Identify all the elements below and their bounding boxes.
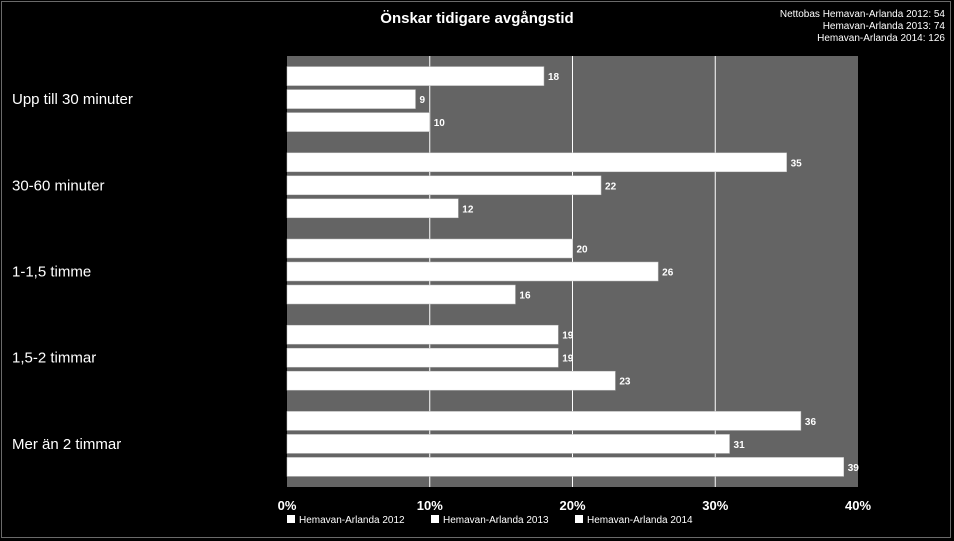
legend-swatch <box>575 515 583 523</box>
data-label: 18 <box>548 72 560 83</box>
bar <box>286 457 844 477</box>
data-label: 39 <box>848 463 860 474</box>
bar <box>286 284 516 305</box>
category-label: Mer än 2 timmar <box>12 436 121 453</box>
legend-label: Hemavan-Arlanda 2013 <box>443 515 549 526</box>
data-label: 35 <box>791 158 803 169</box>
category-label: 1-1,5 timme <box>12 264 91 281</box>
chart-title: Önskar tidigare avgångstid <box>380 10 574 27</box>
note-line: Nettobas Hemavan-Arlanda 2012: 54 <box>779 9 945 20</box>
bar <box>286 370 616 391</box>
sample-size-note: Nettobas Hemavan-Arlanda 2012: 54 Hemava… <box>780 9 945 45</box>
data-label: 26 <box>662 268 674 279</box>
x-tick-label: 20% <box>559 498 585 513</box>
bar <box>286 175 602 196</box>
data-label: 19 <box>562 354 574 365</box>
data-label: 12 <box>462 204 474 215</box>
data-label: 16 <box>519 291 531 302</box>
data-label: 23 <box>619 377 631 388</box>
data-label: 9 <box>419 95 425 106</box>
data-label: 20 <box>577 245 589 256</box>
legend-label: Hemavan-Arlanda 2012 <box>299 515 405 526</box>
bar <box>286 198 459 219</box>
x-tick-label: 0% <box>278 498 297 513</box>
data-label: 31 <box>734 440 746 451</box>
bar <box>286 152 787 173</box>
legend-swatch <box>287 515 295 523</box>
bar <box>286 66 545 86</box>
legend-swatch <box>431 515 439 523</box>
category-label: 30-60 minuter <box>12 177 105 194</box>
bar <box>286 347 559 368</box>
x-tick-label: 10% <box>417 498 443 513</box>
category-label: Upp till 30 minuter <box>12 91 133 108</box>
legend-label: Hemavan-Arlanda 2014 <box>587 515 693 526</box>
bar <box>286 411 802 431</box>
bar <box>286 434 730 454</box>
bar <box>286 261 659 282</box>
bar <box>286 324 559 345</box>
data-label: 10 <box>434 118 446 129</box>
data-label: 22 <box>605 181 617 192</box>
data-label: 19 <box>562 331 574 342</box>
note-line: Hemavan-Arlanda 2013: 74 <box>822 21 945 32</box>
category-label: 1,5-2 timmar <box>12 350 96 367</box>
bar <box>286 112 430 132</box>
x-tick-label: 30% <box>702 498 728 513</box>
bar <box>286 238 573 259</box>
x-tick-label: 40% <box>845 498 871 513</box>
data-label: 36 <box>805 417 817 428</box>
bar <box>286 89 416 109</box>
note-line: Hemavan-Arlanda 2014: 126 <box>817 33 945 44</box>
